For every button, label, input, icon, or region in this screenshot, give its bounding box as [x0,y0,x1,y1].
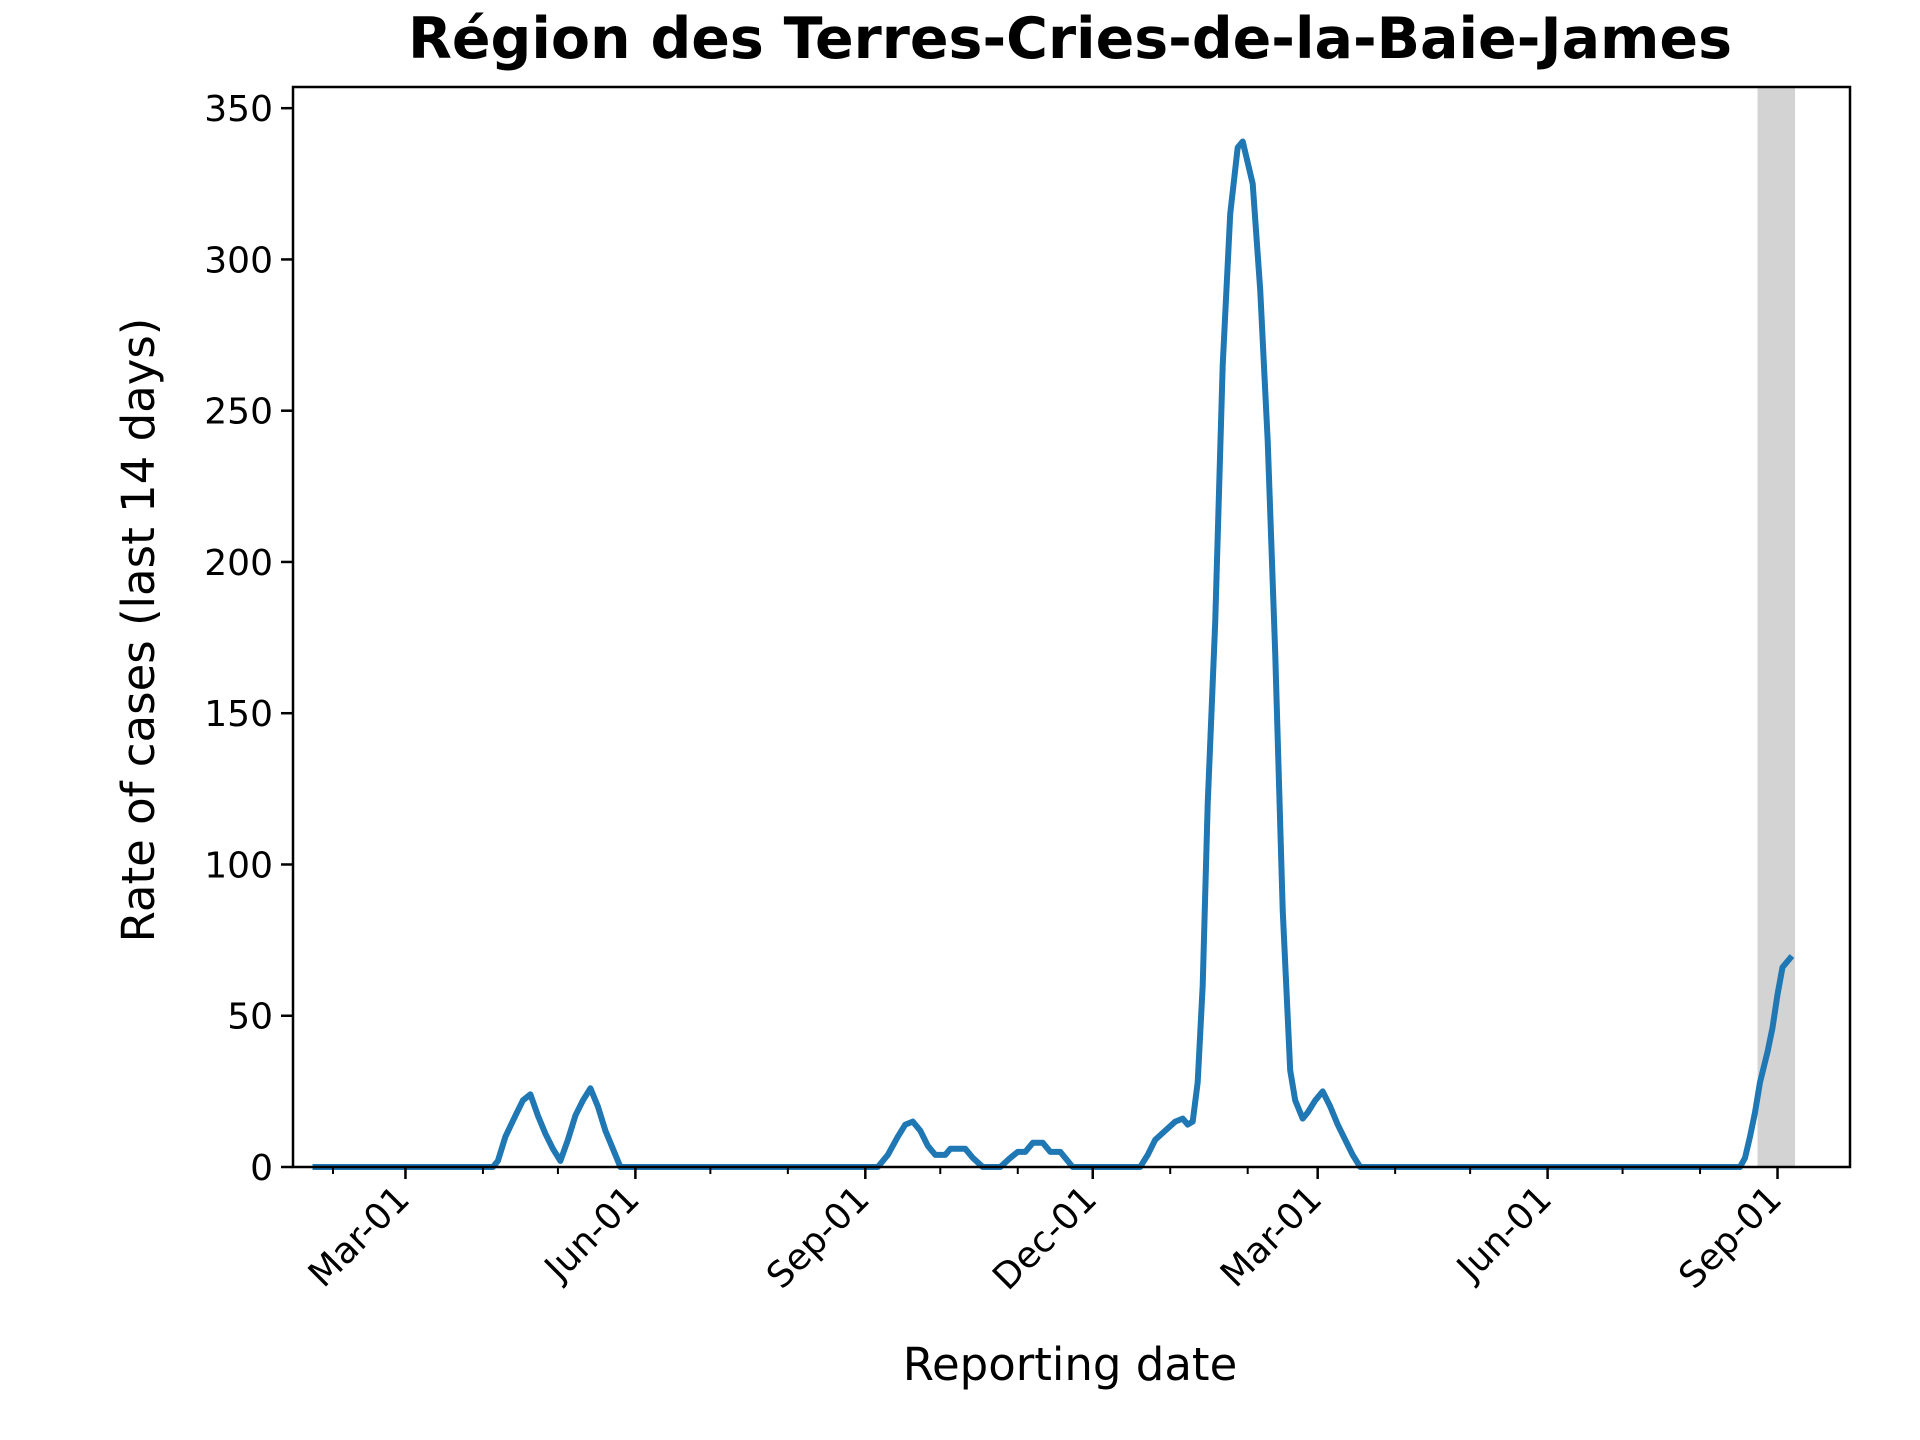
y-tick-label: 200 [204,543,273,584]
x-tick-label: Jun-01 [536,1178,648,1290]
x-axis-label: Reporting date [903,1338,1238,1391]
plot-frame [291,85,1852,1169]
x-tick-label: Sep-01 [1671,1178,1790,1297]
y-tick-label: 150 [204,694,273,735]
x-tick-label: Jun-01 [1448,1178,1560,1290]
y-tick-label: 100 [204,845,273,886]
y-tick-label: 50 [227,997,273,1038]
y-axis-label: Rate of cases (last 14 days) [112,318,165,943]
x-tick-label: Mar-01 [301,1178,418,1295]
series-line-0 [312,138,1795,1170]
x-tick-label: Sep-01 [759,1178,878,1297]
y-axis: 0 50 100 150 200 250 300 350 [204,89,293,1189]
x-tick-label: Dec-01 [985,1178,1105,1298]
plot-area [312,87,1796,1170]
y-tick-label: 0 [250,1148,273,1189]
x-axis: Mar-01 Jun-01 Sep-01 Dec-01 Mar-01 Jun-01 Sep-… [301,1167,1790,1298]
y-tick-label: 300 [204,240,273,281]
y-tick-label: 350 [204,89,273,130]
chart-title: Région des Terres-Cries-de-la-Baie-James [408,6,1732,72]
x-tick-label: Mar-01 [1213,1178,1330,1295]
y-tick-label: 250 [204,392,273,433]
